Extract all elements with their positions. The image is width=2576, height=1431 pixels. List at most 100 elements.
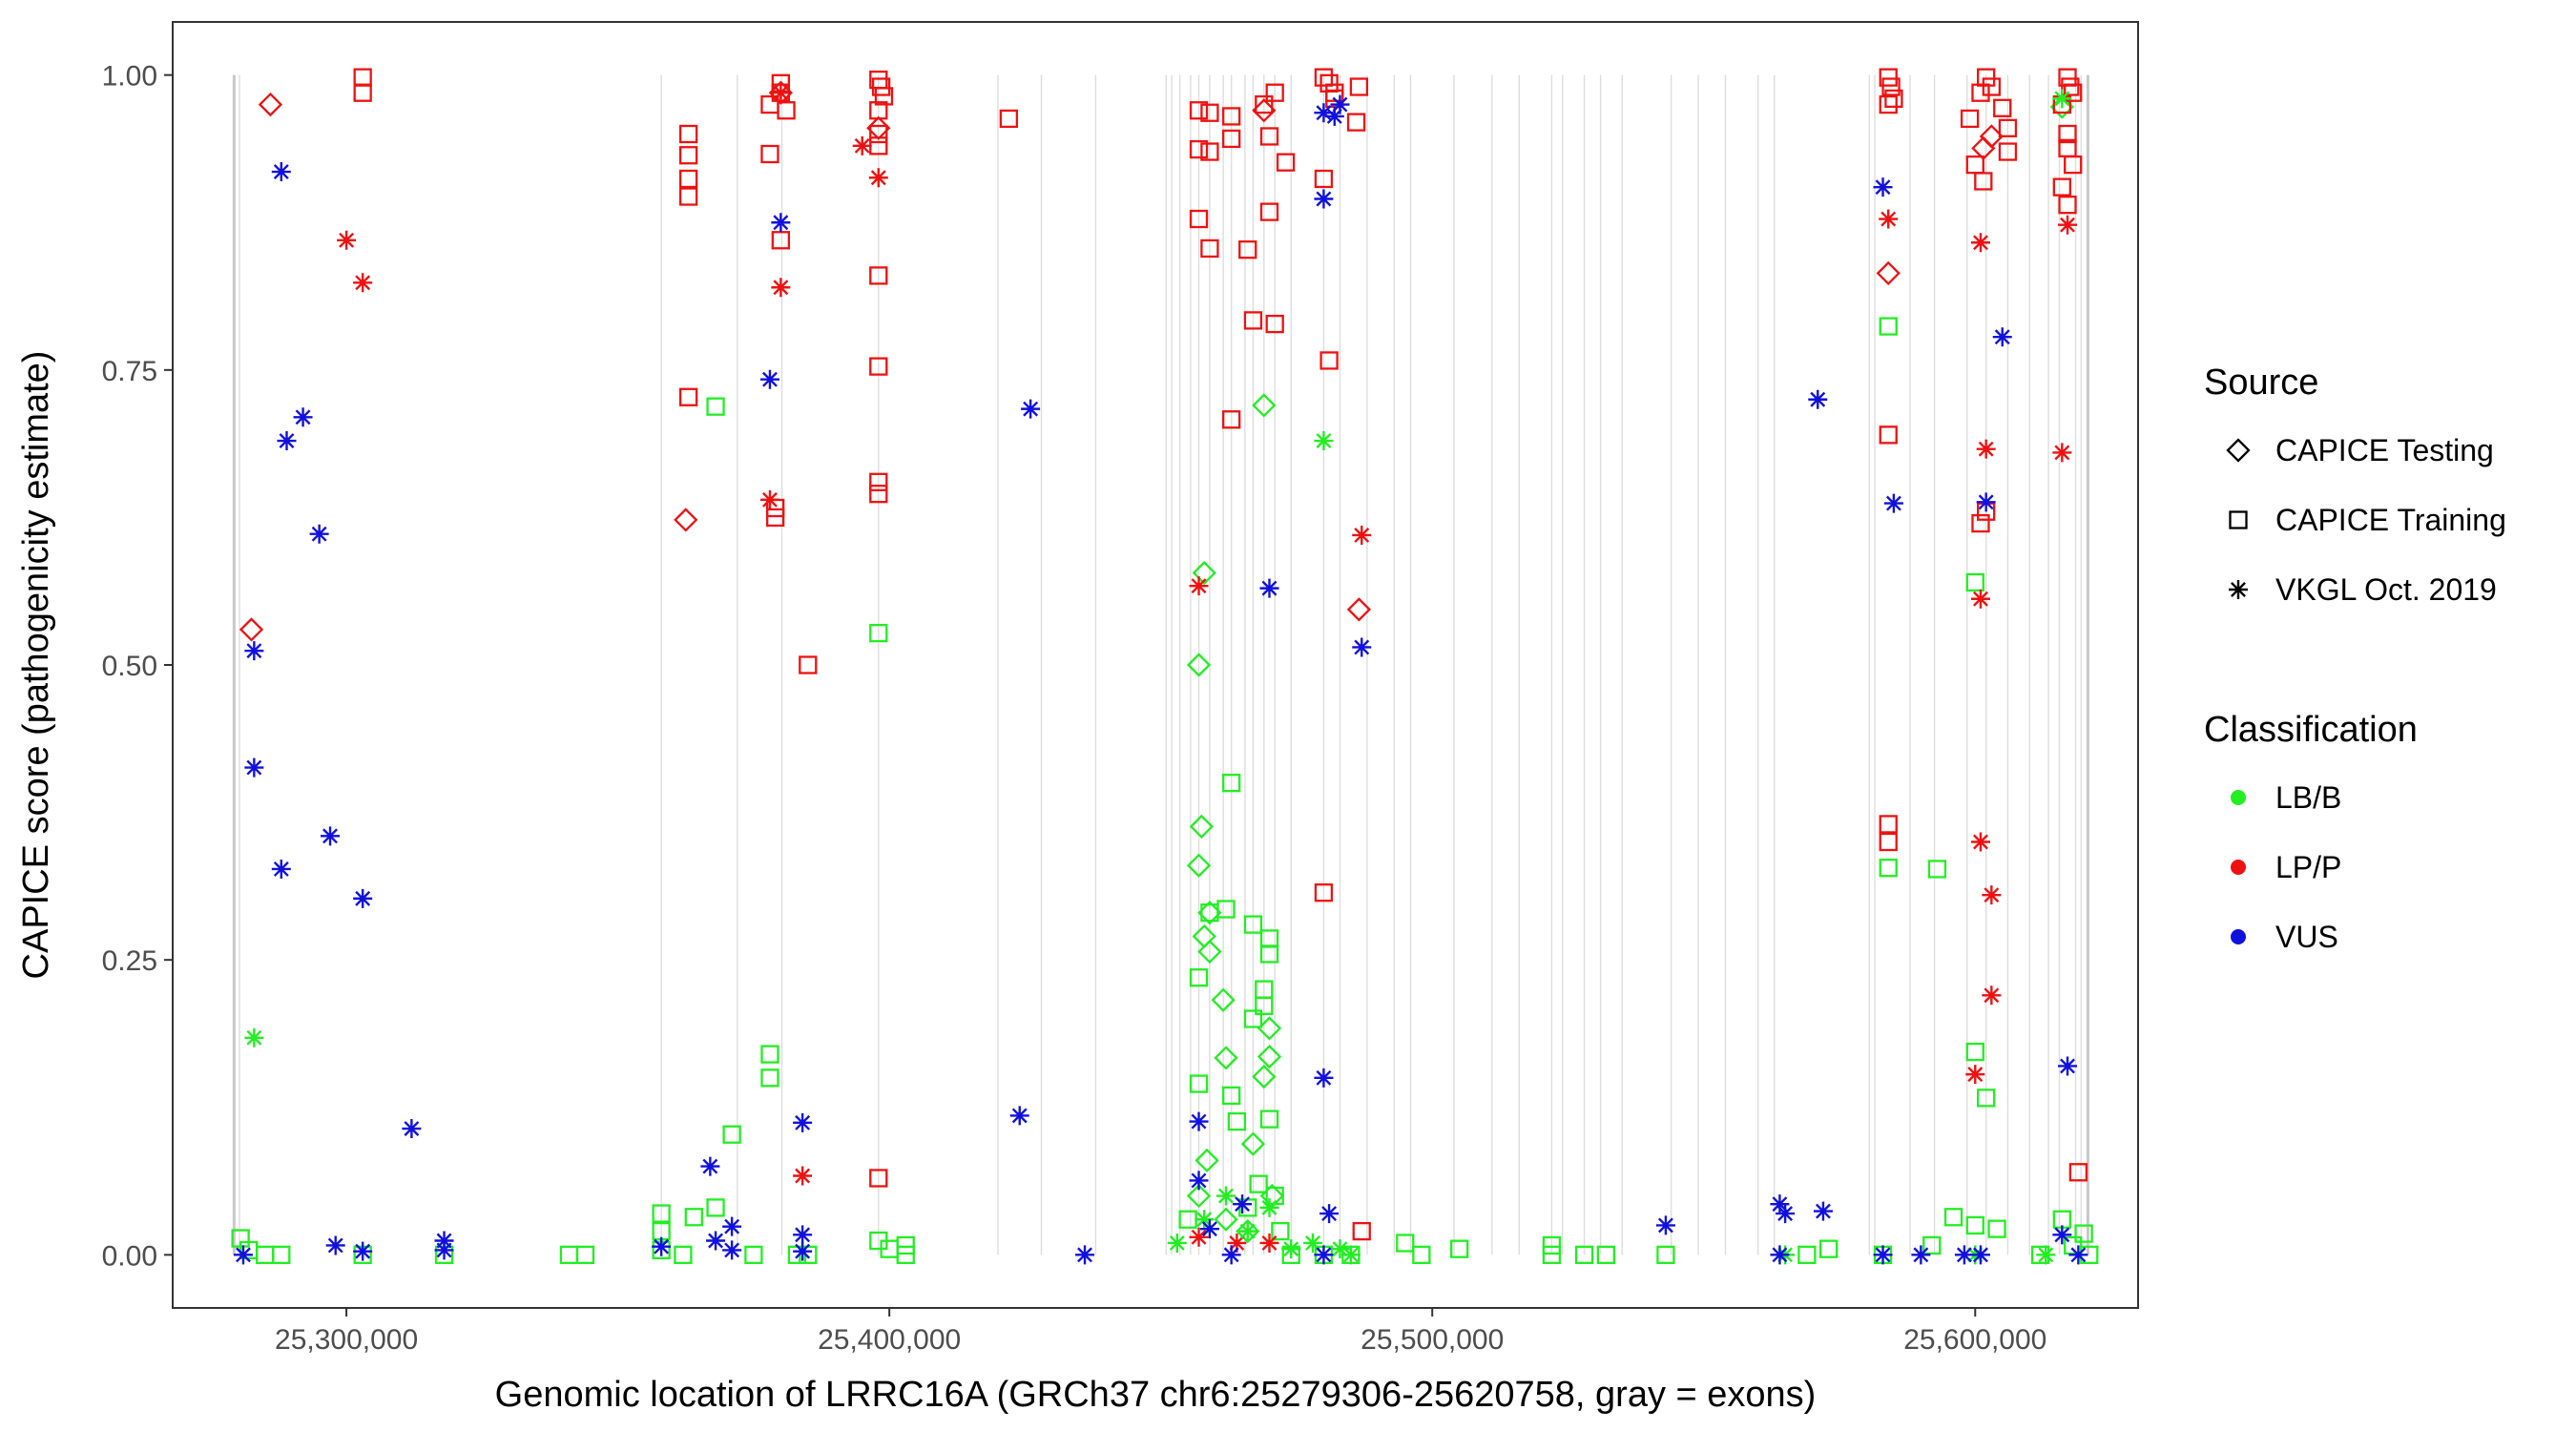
point-square-lbb	[1927, 860, 1947, 879]
point-square-lpp	[2058, 196, 2077, 215]
point-asterisk-vus	[1954, 1245, 1974, 1265]
point-diamond-lbb	[1197, 939, 1222, 964]
point-asterisk-lpp	[353, 273, 373, 293]
legend-class-label: VUS	[2275, 920, 2338, 954]
point-square-lpp	[1276, 153, 1296, 172]
point-square-lpp	[1314, 883, 1334, 902]
point-asterisk-lpp	[1970, 233, 1990, 253]
point-asterisk-vus	[759, 369, 779, 389]
point-asterisk-vus	[353, 1241, 373, 1261]
point-square-lbb	[1965, 572, 1984, 592]
point-diamond-lbb	[1186, 853, 1212, 878]
point-diamond-lbb	[1211, 987, 1236, 1012]
point-asterisk-vus	[402, 1119, 422, 1139]
point-square-lpp	[2052, 177, 2071, 197]
point-asterisk-lpp	[1976, 439, 1996, 459]
data-points	[231, 68, 2099, 1265]
legend-class-label: LP/P	[2275, 850, 2341, 884]
point-asterisk-vus	[1655, 1215, 1675, 1235]
point-asterisk-vus	[271, 859, 291, 879]
x-axis-title: Genomic location of LRRC16A (GRCh37 chr6…	[495, 1375, 1817, 1415]
point-square-lbb	[684, 1208, 703, 1227]
point-diamond-lpp	[239, 617, 264, 642]
point-square-lpp	[1346, 113, 1366, 132]
point-asterisk-vus	[793, 1225, 813, 1245]
point-square-lbb	[674, 1245, 693, 1264]
point-square-lpp	[1879, 425, 1898, 445]
point-square-lpp	[678, 387, 698, 406]
point-square-lpp	[1349, 77, 1369, 96]
point-square-lpp	[678, 146, 698, 165]
point-square-lbb	[1450, 1239, 1469, 1258]
point-asterisk-vus	[1319, 1204, 1340, 1224]
point-diamond-lbb	[1192, 923, 1216, 949]
point-diamond-lbb	[1214, 1046, 1238, 1070]
point-square-lbb	[1255, 996, 1274, 1016]
point-square-lbb	[652, 1204, 671, 1223]
point-asterisk-vus	[1314, 189, 1334, 209]
point-square-lpp	[1259, 127, 1279, 146]
point-square-lbb	[1574, 1245, 1594, 1264]
point-diamond-lbb	[1192, 560, 1216, 586]
point-square-lpp	[869, 485, 888, 504]
point-square-lpp	[353, 83, 372, 102]
point-square-lbb	[1987, 1219, 2006, 1238]
point-asterisk-lpp	[771, 83, 791, 103]
point-asterisk-vus	[1259, 578, 1279, 598]
point-asterisk-lpp	[1259, 1233, 1279, 1253]
point-asterisk-vus	[1992, 327, 2012, 347]
point-square-lpp	[1998, 142, 2018, 161]
point-square-lpp	[869, 124, 888, 144]
point-asterisk-lbb	[2036, 1245, 2056, 1265]
point-square-lbb	[1656, 1245, 1675, 1264]
point-asterisk-vus	[1324, 106, 1344, 126]
point-square-lbb	[2074, 1224, 2093, 1243]
point-square-lpp	[2068, 1163, 2088, 1182]
legend-source-label: CAPICE Training	[2275, 503, 2506, 537]
point-asterisk-lpp	[2058, 215, 2078, 235]
point-diamond-lbb	[1214, 1207, 1238, 1232]
point-square-lbb	[1271, 1221, 1290, 1241]
point-square-lpp	[1222, 107, 1241, 126]
point-asterisk-lpp	[1227, 1233, 1247, 1253]
point-asterisk-vus	[1330, 94, 1350, 114]
point-square-lpp	[2061, 77, 2080, 96]
y-axis-title: CAPICE score (pathogenicity estimate)	[16, 351, 56, 980]
point-square-lpp	[760, 144, 779, 164]
point-diamond-lbb	[1252, 393, 1277, 418]
point-asterisk-vus	[434, 1240, 454, 1260]
point-square-lpp	[999, 109, 1019, 129]
point-square-lpp	[1238, 240, 1257, 259]
point-asterisk-vus	[793, 1112, 813, 1132]
x-tick-label: 25,300,000	[275, 1324, 418, 1356]
point-asterisk-vus	[1314, 1068, 1334, 1088]
point-asterisk-lbb	[1314, 431, 1334, 451]
point-asterisk-lpp	[1965, 1065, 1985, 1085]
point-asterisk-vus	[722, 1240, 742, 1260]
point-diamond-lpp	[258, 92, 283, 117]
legend-source-items: CAPICE Testing CAPICE Training VKGL Oct. 2…	[2226, 433, 2506, 607]
point-asterisk-vus	[1075, 1245, 1095, 1265]
point-square-lpp	[678, 187, 698, 206]
point-square-lbb	[722, 1125, 741, 1144]
legend-source-key-square	[2229, 510, 2248, 529]
point-square-lpp	[1881, 77, 1901, 96]
legend-class-key	[2231, 929, 2246, 944]
point-square-lpp	[2058, 124, 2077, 144]
point-diamond-lbb	[1240, 1131, 1266, 1156]
point-square-lpp	[2064, 83, 2083, 102]
point-square-lpp	[1993, 98, 2012, 117]
point-square-lpp	[1189, 139, 1209, 159]
point-diamond-lbb	[1252, 1064, 1277, 1089]
point-square-lpp	[1982, 77, 2002, 96]
legend-source-label: CAPICE Testing	[2275, 433, 2494, 467]
point-square-lbb	[1243, 915, 1263, 934]
point-diamond-lbb	[1186, 653, 1212, 677]
point-diamond-lbb	[1257, 1044, 1282, 1069]
point-square-lbb	[1249, 1174, 1268, 1193]
point-square-lpp	[1352, 1221, 1371, 1241]
point-asterisk-lbb	[2052, 89, 2072, 109]
point-square-lpp	[1325, 89, 1344, 109]
exon-lines	[232, 74, 2089, 1255]
point-asterisk-lpp	[2052, 443, 2072, 463]
